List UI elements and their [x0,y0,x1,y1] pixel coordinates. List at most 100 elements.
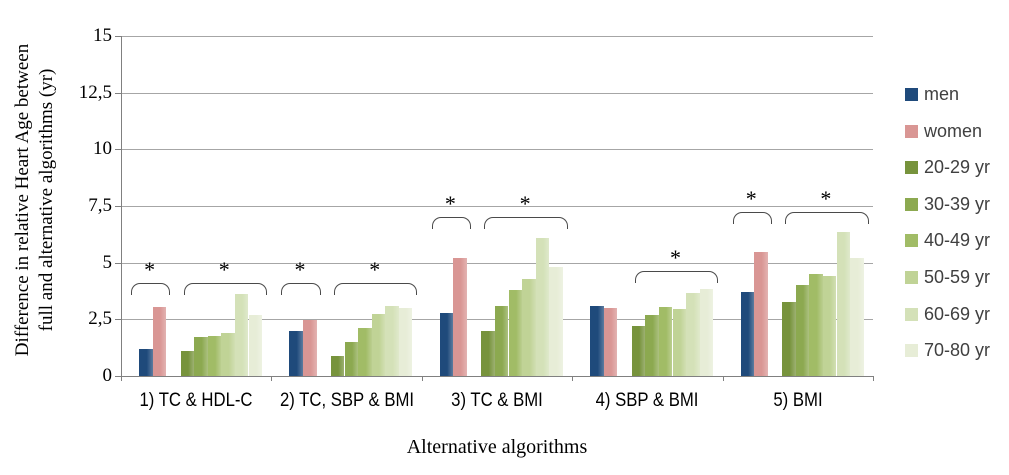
y-axis-title-line-1: Difference in relative Heart Age between [12,43,33,357]
legend-item-50-59-yr: 50-59 yr [905,267,990,288]
bar-70-80-yr-cat2 [398,308,413,376]
bar-50-59-yr-cat5 [822,276,837,376]
bar-30-39-yr-cat1 [194,337,208,376]
significance-star: * [218,257,230,283]
bar-60-69-yr-cat1 [234,294,249,376]
y-tick-label: 15 [93,25,112,46]
bar-30-39-yr-cat3 [494,305,509,376]
legend-swatch-60-69-yr [905,307,918,321]
legend-label: men [924,84,960,104]
bar-20-29-yr-cat1 [180,351,195,376]
y-tick-label: 0 [102,365,113,386]
bar-20-29-yr-cat3 [481,330,495,376]
y-axis-tick [115,376,121,377]
legend-swatch-women [905,124,918,138]
bar-60-69-yr-cat4 [686,293,700,376]
bar-50-59-yr-cat4 [672,309,687,376]
legend-item-30-39-yr: 30-39 yr [905,194,990,215]
bar-men-cat2 [289,330,303,376]
legend-item-20-29-yr: 20-29 yr [905,157,990,178]
bar-50-59-yr-cat1 [221,332,235,376]
bar-70-80-yr-cat4 [699,288,714,376]
bar-60-69-yr-cat2 [385,305,399,376]
bar-30-39-yr-cat2 [344,342,359,376]
significance-star: * [519,191,531,217]
bar-men-cat5 [740,292,755,376]
legend-item-women: women [905,121,982,142]
x-axis-title: Alternative algorithms [406,436,588,458]
significance-star: * [820,185,832,211]
x-axis-tick [873,376,874,381]
legend-label: 50-59 yr [924,267,991,287]
bar-40-49-yr-cat2 [358,328,372,376]
bar-men-cat3 [439,312,454,376]
significance-star: * [369,257,381,283]
category-label-4: 4) SBP & BMI [595,390,699,411]
legend-swatch-20-29-yr [905,161,918,175]
x-axis-line [121,376,873,377]
y-axis-tick [115,262,121,264]
legend-label: 60-69 yr [924,303,991,324]
bar-40-49-yr-cat1 [207,336,222,376]
bar-women-cat2 [303,320,317,376]
y-tick-label: 7,5 [88,195,112,216]
significance-star: * [294,257,306,283]
gridline-12,5 [121,92,873,94]
x-axis-tick [722,376,724,381]
bar-40-49-yr-cat3 [508,289,523,376]
significance-bracket [183,283,268,296]
bar-50-59-yr-cat2 [371,313,386,376]
bar-women-cat4 [603,308,618,376]
legend-swatch-40-49-yr [905,234,918,248]
legend-label: women [924,120,983,141]
bar-women-cat3 [453,258,467,376]
y-axis-tick [115,319,121,321]
significance-star: * [144,257,156,283]
bar-30-39-yr-cat4 [645,314,659,376]
category-label-2: 2) TC, SBP & BMI [279,390,414,411]
bar-70-80-yr-cat3 [549,267,563,376]
bar-30-39-yr-cat5 [795,285,810,376]
y-axis-title: Difference in relative Heart Age between… [11,44,59,356]
legend-label: 30-39 yr [924,193,991,214]
significance-bracket [431,217,471,230]
bar-40-49-yr-cat5 [809,274,823,376]
y-axis-tick [115,206,121,207]
legend-item-40-49-yr: 40-49 yr [905,230,990,251]
y-tick-label: 5 [102,251,113,273]
bar-50-59-yr-cat3 [522,278,536,376]
significance-star: * [444,191,456,217]
category-label-3: 3) TC & BMI [451,390,543,411]
category-label-5: 5) BMI [773,390,823,411]
legend-label: 20-29 yr [924,157,991,178]
bar-men-cat1 [139,348,153,376]
bar-men-cat4 [590,305,604,376]
y-axis-line [121,36,122,376]
gridline-5 [121,262,873,264]
legend-item-70-80-yr: 70-80 yr [905,340,990,361]
bar-40-49-yr-cat4 [658,306,673,376]
y-tick-label: 2,5 [88,308,112,330]
significance-star: * [670,244,681,270]
y-axis-tick [115,149,121,151]
bar-70-80-yr-cat5 [850,258,864,376]
bar-20-29-yr-cat5 [782,302,796,376]
bar-women-cat1 [152,306,167,376]
gridline-15 [121,36,873,37]
legend-item-60-69-yr: 60-69 yr [905,304,990,325]
y-tick-label: 10 [93,138,112,160]
y-axis-tick [115,36,121,37]
legend-item-men: men [905,84,959,105]
significance-bracket [484,217,568,230]
x-axis-tick [421,376,423,381]
bar-70-80-yr-cat1 [248,314,263,376]
significance-star: * [745,185,757,211]
legend-label: 70-80 yr [924,340,991,361]
significance-bracket [634,270,719,283]
x-axis-tick [271,376,273,381]
y-axis-tick [115,92,121,94]
significance-bracket [281,283,321,296]
significance-bracket [131,283,171,296]
y-tick-label: 12,5 [78,81,112,103]
legend-swatch-men [905,88,918,101]
